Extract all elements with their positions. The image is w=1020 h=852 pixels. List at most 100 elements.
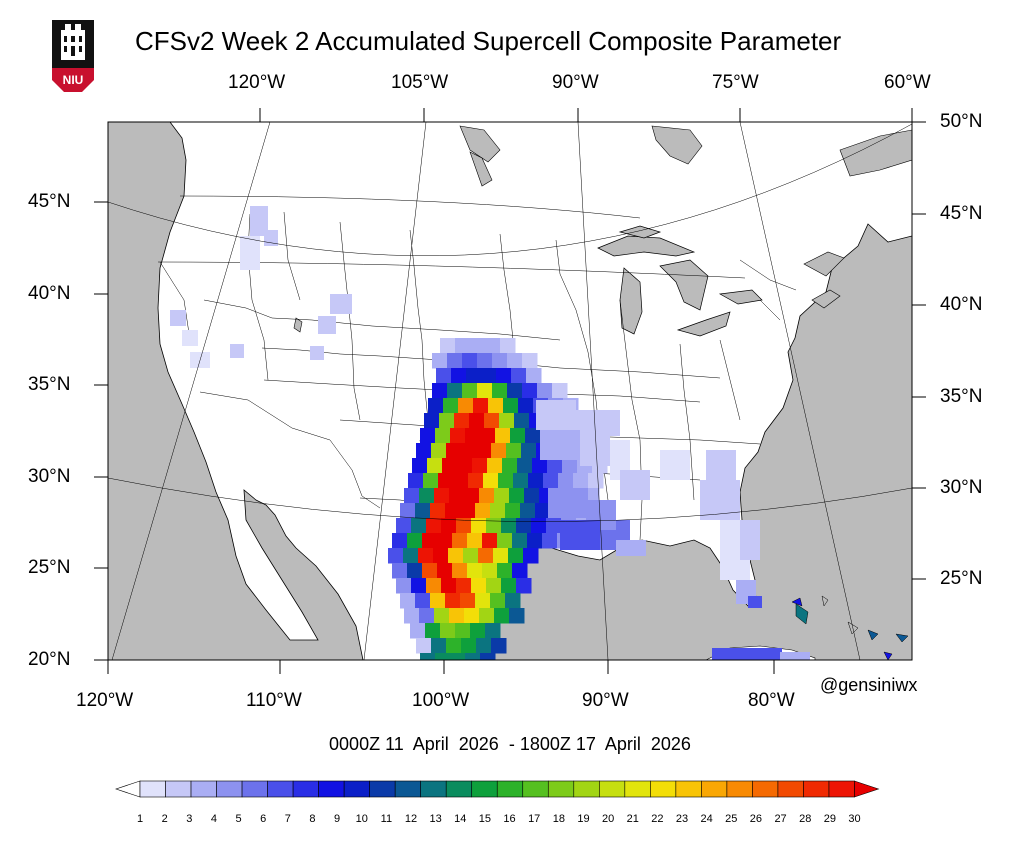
scp-cell	[518, 398, 534, 414]
scp-cell	[573, 473, 589, 489]
top-lon-label: 105°W	[391, 72, 449, 93]
colorbar-swatch	[420, 780, 447, 798]
svg-text:NIU: NIU	[63, 73, 84, 87]
scp-cell	[430, 503, 446, 519]
left-lat-label: 45°N	[28, 191, 71, 212]
colorbar-tick-label: 6	[260, 813, 266, 825]
scp-cell	[415, 593, 431, 609]
scp-cell	[498, 473, 514, 489]
colorbar-tick-label: 2	[162, 813, 168, 825]
scp-cell	[558, 473, 574, 489]
scp-cell	[410, 623, 426, 639]
colorbar-tick-label: 10	[356, 813, 368, 825]
scp-cell	[443, 398, 459, 414]
colorbar-tick-label: 30	[848, 813, 860, 825]
top-lon-label: 60°W	[884, 72, 931, 93]
colorbar-tick-label: 16	[503, 813, 515, 825]
scp-cell	[512, 533, 528, 549]
scp-cell	[526, 368, 542, 384]
scp-cell	[491, 638, 507, 654]
colorbar-swatch	[573, 780, 600, 798]
scp-cell	[492, 353, 508, 369]
valid-date-range: 0000Z 11 April 2026 - 1800Z 17 April 202…	[329, 734, 691, 754]
scp-cell	[588, 473, 604, 489]
scp-cell	[433, 548, 449, 564]
scp-cell	[437, 533, 453, 549]
scp-cell	[422, 563, 438, 579]
scp-cell	[542, 533, 558, 549]
colorbar-swatch	[292, 780, 319, 798]
scp-field	[170, 206, 810, 660]
colorbar-tick-label: 19	[577, 813, 589, 825]
scp-cell	[400, 503, 416, 519]
scp-cell	[460, 593, 476, 609]
scp-cell	[435, 428, 451, 444]
scp-cell	[412, 458, 428, 474]
colorbar-swatch	[139, 780, 166, 798]
left-lat-label: 35°N	[28, 374, 71, 395]
colorbar-tick-label: 23	[676, 813, 688, 825]
scp-cell	[484, 413, 500, 429]
colorbar-tick-label: 25	[725, 813, 737, 825]
scp-cell	[456, 518, 472, 534]
scp-cell	[706, 450, 736, 480]
scp-cell	[497, 563, 513, 579]
colorbar-tick-label: 28	[799, 813, 811, 825]
colorbar-tick-label: 17	[528, 813, 540, 825]
scp-cell	[415, 503, 431, 519]
colorbar-tick-label: 8	[309, 813, 315, 825]
scp-cell	[496, 368, 512, 384]
scp-cell	[426, 518, 442, 534]
scp-cell	[431, 443, 447, 459]
scp-cell	[500, 338, 516, 354]
colorbar-swatch	[343, 780, 370, 798]
scp-cell	[454, 413, 470, 429]
scp-cell	[452, 563, 468, 579]
left-lat-label: 40°N	[28, 283, 71, 304]
scp-cell	[441, 578, 457, 594]
scp-cell	[468, 473, 484, 489]
scp-cell	[465, 653, 481, 660]
colorbar-tick-label: 24	[701, 813, 713, 825]
map-frame	[107, 121, 913, 661]
colorbar-tick-label: 12	[405, 813, 417, 825]
scp-cell	[455, 338, 471, 354]
scp-cell	[522, 353, 538, 369]
scp-cell	[467, 533, 483, 549]
scp-cell	[439, 413, 455, 429]
colorbar-swatch	[267, 780, 294, 798]
scp-cell	[509, 488, 525, 504]
scp-cell	[475, 593, 491, 609]
scp-cell	[434, 488, 450, 504]
scp-cell	[404, 488, 420, 504]
scp-cell	[490, 593, 506, 609]
scp-cell	[495, 428, 511, 444]
map-plot-area	[108, 122, 912, 660]
scp-cell	[479, 488, 495, 504]
scp-cell	[499, 413, 515, 429]
scp-cell	[461, 443, 477, 459]
scp-cell	[442, 458, 458, 474]
scp-cell	[507, 353, 523, 369]
colorbar: 1 2 3 4 5 6 7 8 9 10 11 12 13 14 15 16 17 18 19 20 21 22 23 24 2…	[115, 780, 880, 825]
colorbar-tick-label: 5	[235, 813, 241, 825]
left-lat-label: 30°N	[28, 466, 71, 487]
scp-cell	[436, 368, 452, 384]
scp-cell	[419, 488, 435, 504]
scp-cell	[524, 488, 540, 504]
scp-cell	[523, 548, 539, 564]
scp-cell	[513, 473, 529, 489]
scp-cell	[660, 450, 690, 480]
right-lat-label: 35°N	[940, 386, 983, 407]
scp-cell	[458, 398, 474, 414]
scp-cell	[493, 548, 509, 564]
scp-cell	[440, 623, 456, 639]
top-lon-label: 90°W	[552, 72, 599, 93]
scp-cell	[478, 548, 494, 564]
scp-cell	[471, 578, 487, 594]
scp-cell	[480, 653, 496, 660]
colorbar-tick-label: 26	[750, 813, 762, 825]
scp-cell	[447, 383, 463, 399]
scp-cell	[480, 428, 496, 444]
